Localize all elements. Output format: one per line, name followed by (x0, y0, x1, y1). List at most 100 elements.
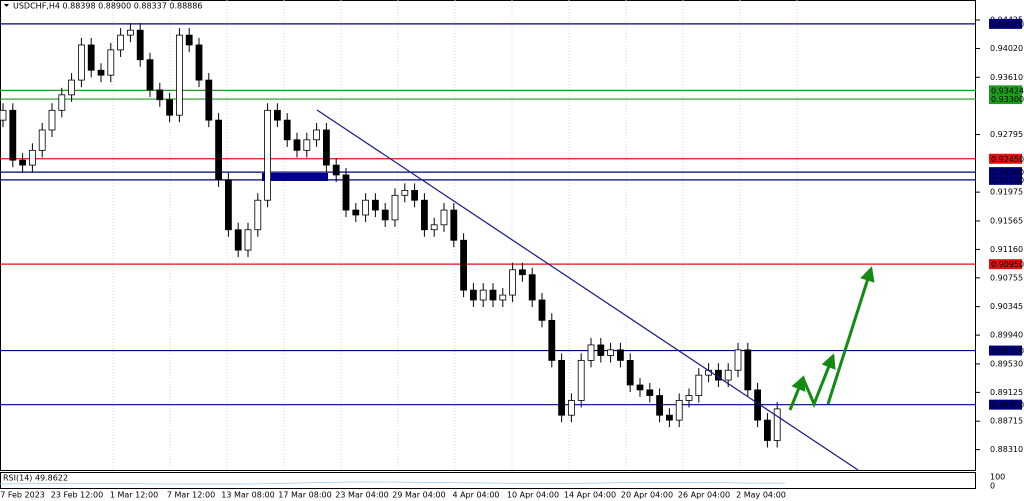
y-tick-label: 0.94020 (990, 44, 1023, 53)
candle-body (381, 209, 389, 221)
candle-body (68, 79, 75, 96)
candle-body (411, 189, 419, 201)
candle-body (607, 349, 614, 356)
level-label-box (989, 85, 1022, 96)
candle-body (401, 189, 409, 196)
candle-body (440, 209, 448, 226)
candle-body (626, 360, 634, 386)
level-label: 0.93300 (991, 95, 1024, 104)
candle-body (656, 395, 663, 416)
candle-body (764, 419, 771, 441)
rsi-label: RSI(14) 49.8622 (3, 474, 68, 483)
candle-body (342, 174, 350, 211)
candle-body (773, 408, 781, 441)
candle-body (156, 89, 164, 101)
level-label: 0.92260 (991, 168, 1024, 177)
forecast-arrow (788, 375, 806, 411)
rsi-tick: 0 (990, 482, 995, 491)
candle-body (391, 194, 399, 221)
candle-body (117, 34, 124, 51)
level-label-box (989, 94, 1022, 105)
level-label-box (989, 399, 1022, 410)
forecast-arrow (801, 353, 836, 408)
rsi-line (0, 481, 786, 485)
candle-body (244, 229, 252, 251)
level-label-box (989, 259, 1022, 270)
x-tick-label: 26 Apr 04:00 (678, 491, 730, 500)
candle-body (489, 289, 497, 301)
y-tick-label: 0.90755 (990, 273, 1023, 282)
candle-body (519, 269, 526, 276)
level-label: 0.92150 (991, 176, 1024, 185)
y-tick-label: 0.90345 (990, 302, 1023, 311)
candle-body (420, 199, 428, 231)
candle-body (362, 199, 370, 216)
candle-body (322, 129, 330, 166)
candle-body (695, 374, 703, 396)
level-label: 0.93424 (991, 86, 1024, 95)
candle-body (469, 289, 477, 301)
x-tick-label: 23 Mar 04:00 (335, 491, 388, 500)
y-tick-label: 0.91565 (990, 216, 1023, 225)
y-tick-label: 0.91975 (990, 188, 1023, 197)
candle-body (195, 44, 203, 81)
x-tick-label: 4 Apr 04:00 (452, 491, 499, 500)
x-tick-label: 20 Apr 04:00 (621, 491, 673, 500)
candle-body (205, 79, 213, 121)
zone-box (262, 173, 328, 181)
candle-body (283, 119, 291, 141)
candle-body (597, 344, 605, 356)
menu-arrow[interactable] (4, 4, 9, 7)
x-tick-label: 17 Mar 08:00 (278, 491, 331, 500)
candle-body (58, 94, 66, 111)
x-tick-label: 29 Mar 04:00 (392, 491, 445, 500)
candle-body (28, 149, 36, 166)
candle-body (19, 159, 27, 166)
candle-body (87, 44, 95, 71)
candle-body (499, 294, 507, 301)
level-label: 0.88950 (991, 401, 1024, 410)
x-tick-label: 14 Apr 04:00 (564, 491, 616, 500)
candle-body (352, 209, 360, 216)
candle-body (430, 224, 438, 231)
candle-body (136, 29, 144, 61)
candle-body (273, 109, 281, 121)
candle-body (509, 269, 517, 296)
level-label-box (989, 153, 1022, 164)
candle-body (293, 139, 301, 151)
candle-body (303, 139, 311, 151)
candle-body (636, 384, 644, 391)
candle-body (450, 209, 458, 241)
candle-body (127, 29, 134, 36)
level-label: 0.90950 (991, 260, 1024, 269)
candle-body (9, 109, 17, 161)
x-tick-label: 17 Feb 2023 (0, 491, 45, 500)
y-tick-label: 0.88310 (990, 445, 1023, 454)
level-label: 0.89720 (991, 347, 1024, 356)
candle-body (254, 199, 262, 231)
candle-body (460, 239, 468, 291)
y-tick-label: 0.89530 (990, 359, 1023, 368)
candle-body (146, 59, 154, 91)
x-tick-label: 2 May 04:00 (736, 491, 786, 500)
candle-body (724, 369, 732, 381)
candle-body (264, 109, 272, 201)
candle-body (185, 34, 193, 46)
level-label-box (989, 167, 1022, 178)
x-tick-label: 23 Feb 12:00 (51, 491, 103, 500)
candle-body (666, 414, 673, 421)
candle-body (548, 319, 556, 361)
y-tick-label: 0.93610 (990, 73, 1023, 82)
candle-body (224, 179, 232, 231)
candle-body (234, 229, 242, 251)
candle-body (568, 400, 575, 416)
candle-body (38, 129, 46, 151)
candle-body (0, 109, 7, 121)
candle-body (48, 109, 56, 131)
y-tick-label: 0.88715 (990, 417, 1023, 426)
x-tick-label: 10 Apr 04:00 (507, 491, 559, 500)
candle-body (577, 360, 585, 401)
y-tick-label: 0.89125 (990, 388, 1023, 397)
